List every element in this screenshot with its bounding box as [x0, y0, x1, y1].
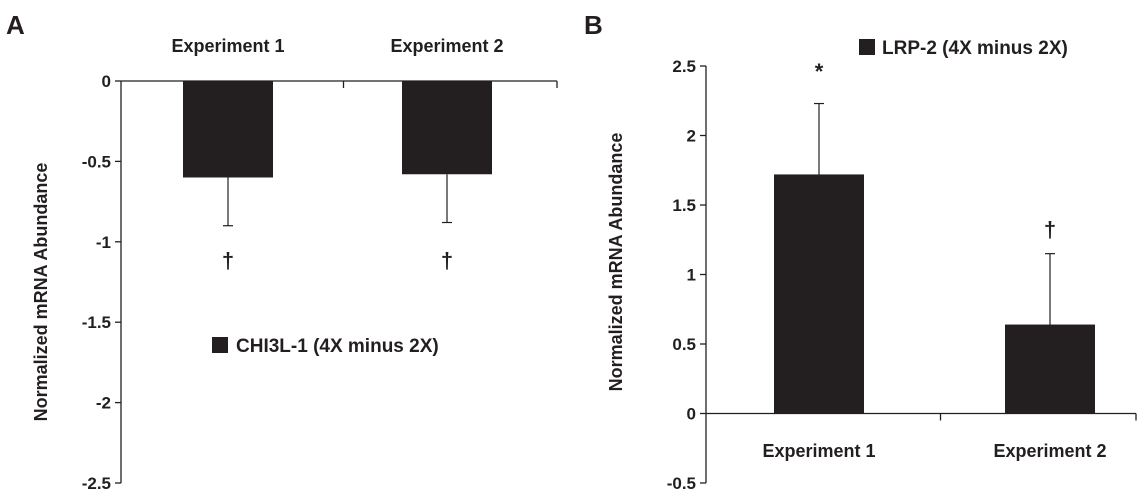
panel-a-bars	[183, 81, 492, 227]
panel-b-y-tick-label: 0.5	[672, 335, 696, 354]
panel-a-bar	[183, 81, 273, 178]
panel-b-axes	[705, 66, 1137, 483]
panel-a-category-label: Experiment 1	[171, 36, 284, 56]
panel-b-annotations: *†	[815, 59, 1056, 242]
panel-b-y-ticks: 2.5 2 1.5 1 0.5 0 -0.5	[667, 57, 706, 493]
panel-b-bar	[1005, 324, 1095, 414]
panel-b-legend-label: LRP-2 (4X minus 2X)	[882, 38, 1068, 59]
panel-a-label: A	[6, 10, 25, 40]
panel-b-bar	[774, 174, 864, 414]
panel-a-category-labels: Experiment 1 Experiment 2	[171, 36, 503, 56]
panel-a-y-tick-label: -2.5	[82, 474, 111, 493]
panel-b-legend-swatch	[859, 39, 875, 55]
panel-a-legend-swatch	[212, 337, 228, 353]
panel-a-y-tick-label: -2	[96, 394, 111, 413]
panel-a-legend: CHI3L-1 (4X minus 2X)	[212, 336, 439, 357]
panel-b-significance-marker: *	[815, 59, 824, 84]
panel-b-y-tick-label: 2.5	[672, 57, 696, 76]
panel-a-annotations: † †	[222, 248, 453, 273]
panel-a-legend-label: CHI3L-1 (4X minus 2X)	[236, 336, 439, 357]
panel-a-y-tick-label: -0.5	[82, 152, 111, 171]
panel-b-y-tick-label: 1.5	[672, 196, 696, 215]
panel-a-y-tick-label: -1	[96, 233, 111, 252]
panel-b-y-tick-label: -0.5	[667, 474, 696, 493]
panel-b-category-label: Experiment 2	[993, 441, 1106, 461]
panel-a-category-label: Experiment 2	[390, 36, 503, 56]
panel-a: A Normalized mRNA Abundance 0 -0.5 -1 -1.5 -…	[6, 10, 558, 493]
panel-b-y-tick-label: 0	[687, 405, 696, 424]
panel-a-y-axis-title: Normalized mRNA Abundance	[31, 163, 51, 422]
panel-b-y-tick-label: 2	[687, 127, 696, 146]
panel-b-y-axis-title: Normalized mRNA Abundance	[606, 133, 626, 392]
panel-b-category-labels: Experiment 1 Experiment 2	[762, 441, 1106, 461]
panel-a-y-tick-label: 0	[102, 72, 111, 91]
panel-a-y-ticks: 0 -0.5 -1 -1.5 -2 -2.5	[82, 72, 121, 493]
panel-a-axes	[120, 80, 558, 483]
panel-b-y-tick-label: 1	[687, 266, 696, 285]
panel-a-significance-marker: †	[222, 248, 234, 273]
panel-b-category-label: Experiment 1	[762, 441, 875, 461]
panel-b-significance-marker: †	[1044, 217, 1056, 242]
panel-a-bar	[402, 81, 492, 175]
panel-b: B Normalized mRNA Abundance 2.5 2 1.5 1 0.5 0…	[584, 10, 1137, 493]
panel-a-y-tick-label: -1.5	[82, 313, 111, 332]
panel-b-legend: LRP-2 (4X minus 2X)	[859, 38, 1068, 59]
panel-b-bars	[774, 102, 1095, 414]
panel-b-label: B	[584, 10, 603, 40]
panel-a-significance-marker: †	[441, 248, 453, 273]
